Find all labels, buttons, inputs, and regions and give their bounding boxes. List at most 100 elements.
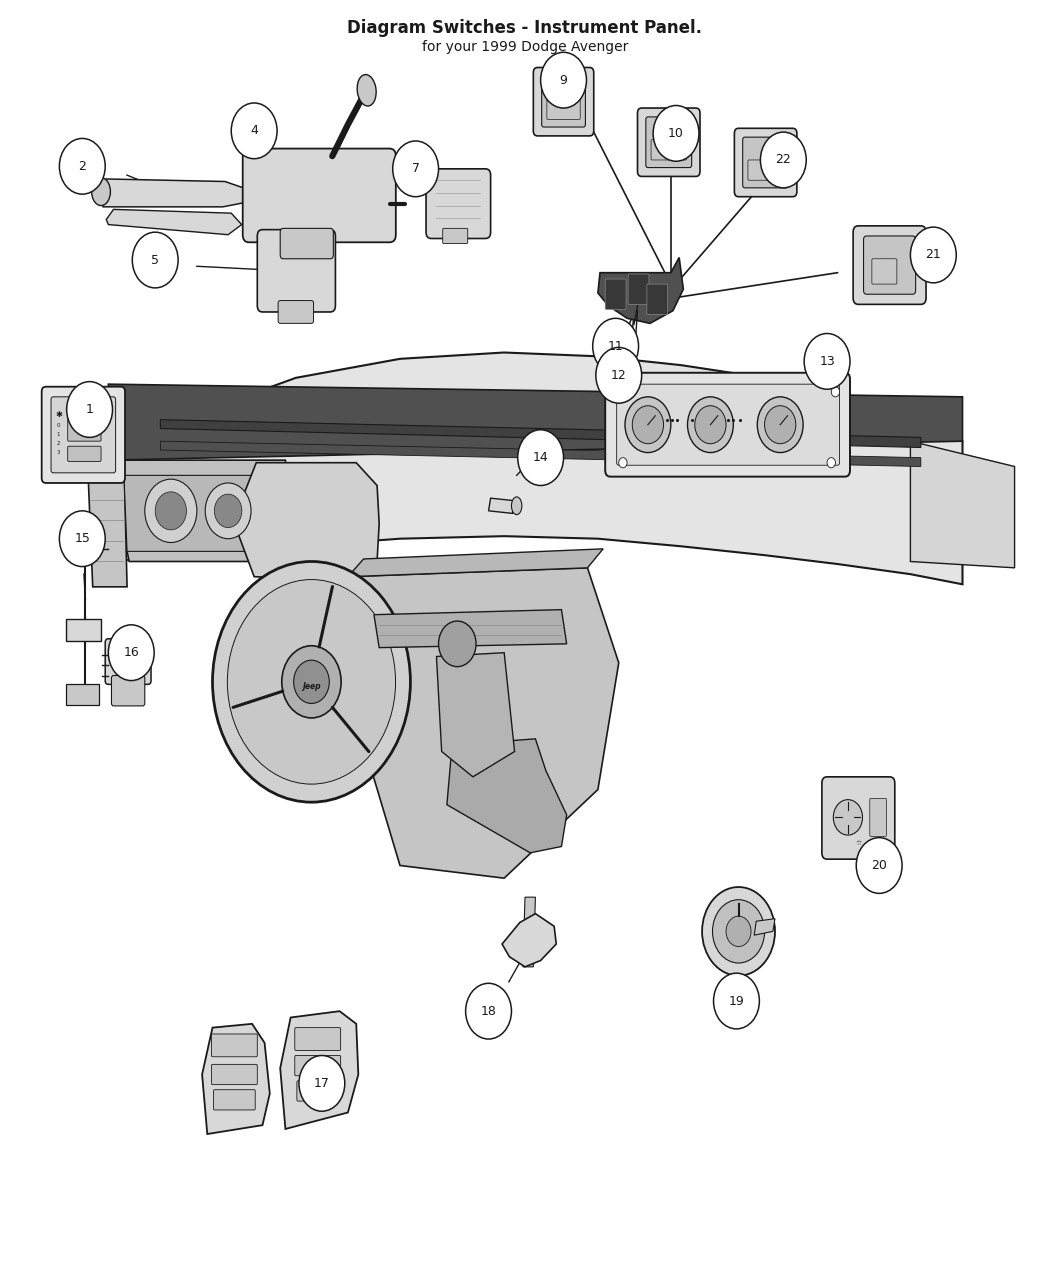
- Circle shape: [214, 495, 242, 528]
- Polygon shape: [502, 914, 556, 966]
- FancyBboxPatch shape: [651, 140, 687, 159]
- Text: ✱: ✱: [56, 411, 63, 419]
- Circle shape: [294, 660, 330, 704]
- Circle shape: [713, 900, 764, 963]
- Circle shape: [688, 397, 733, 453]
- FancyBboxPatch shape: [742, 138, 789, 187]
- Text: Diagram Switches - Instrument Panel.: Diagram Switches - Instrument Panel.: [348, 19, 702, 37]
- FancyBboxPatch shape: [863, 236, 916, 295]
- Text: 16: 16: [123, 646, 139, 659]
- Circle shape: [393, 142, 439, 196]
- Text: 20: 20: [872, 859, 887, 872]
- Text: 15: 15: [75, 532, 90, 546]
- FancyBboxPatch shape: [51, 397, 116, 473]
- Circle shape: [281, 645, 341, 718]
- Text: 13: 13: [819, 354, 835, 368]
- Polygon shape: [597, 258, 684, 324]
- Circle shape: [695, 405, 726, 444]
- Circle shape: [231, 103, 277, 158]
- FancyBboxPatch shape: [637, 108, 700, 176]
- Text: 10: 10: [668, 128, 684, 140]
- FancyBboxPatch shape: [257, 230, 335, 312]
- FancyBboxPatch shape: [42, 386, 125, 483]
- Circle shape: [592, 319, 638, 374]
- Circle shape: [834, 799, 862, 835]
- FancyBboxPatch shape: [280, 228, 333, 259]
- Text: 5: 5: [151, 254, 160, 266]
- Text: Jeep: Jeep: [302, 682, 320, 691]
- Text: 11: 11: [608, 339, 624, 353]
- Circle shape: [653, 106, 699, 161]
- FancyBboxPatch shape: [211, 1065, 257, 1085]
- Circle shape: [827, 458, 836, 468]
- Circle shape: [702, 887, 775, 975]
- Circle shape: [714, 973, 759, 1029]
- Circle shape: [518, 430, 564, 486]
- FancyBboxPatch shape: [65, 618, 101, 641]
- FancyBboxPatch shape: [869, 798, 886, 836]
- Text: for your 1999 Dodge Avenger: for your 1999 Dodge Avenger: [422, 40, 628, 54]
- FancyBboxPatch shape: [734, 129, 797, 196]
- Circle shape: [757, 397, 803, 453]
- Text: 4: 4: [250, 125, 258, 138]
- Text: 3: 3: [57, 450, 60, 455]
- FancyBboxPatch shape: [872, 259, 897, 284]
- Polygon shape: [161, 419, 921, 448]
- Text: 18: 18: [481, 1005, 497, 1017]
- Polygon shape: [87, 460, 127, 586]
- FancyBboxPatch shape: [211, 1034, 257, 1057]
- Polygon shape: [108, 460, 296, 561]
- Ellipse shape: [91, 177, 110, 205]
- Circle shape: [228, 580, 396, 784]
- FancyBboxPatch shape: [822, 776, 895, 859]
- Polygon shape: [233, 463, 379, 580]
- Polygon shape: [280, 1011, 358, 1128]
- Circle shape: [760, 133, 806, 187]
- Polygon shape: [161, 441, 921, 467]
- Polygon shape: [910, 441, 1014, 567]
- Text: 14: 14: [532, 451, 548, 464]
- FancyBboxPatch shape: [605, 279, 626, 310]
- FancyBboxPatch shape: [547, 99, 581, 120]
- FancyBboxPatch shape: [748, 159, 783, 180]
- FancyBboxPatch shape: [443, 228, 467, 244]
- Polygon shape: [124, 476, 280, 551]
- Text: 17: 17: [314, 1077, 330, 1090]
- Text: 1: 1: [57, 432, 60, 437]
- Polygon shape: [100, 179, 254, 207]
- Circle shape: [764, 405, 796, 444]
- Polygon shape: [106, 209, 242, 235]
- Circle shape: [625, 397, 671, 453]
- Circle shape: [595, 347, 642, 403]
- Polygon shape: [447, 738, 567, 853]
- Text: 2: 2: [57, 441, 60, 446]
- FancyBboxPatch shape: [213, 1090, 255, 1111]
- Circle shape: [910, 227, 957, 283]
- FancyBboxPatch shape: [111, 676, 145, 706]
- FancyBboxPatch shape: [295, 1028, 340, 1051]
- FancyBboxPatch shape: [67, 418, 101, 441]
- Polygon shape: [348, 567, 618, 878]
- Polygon shape: [108, 352, 963, 584]
- Polygon shape: [108, 384, 963, 460]
- Polygon shape: [202, 1024, 270, 1133]
- FancyBboxPatch shape: [67, 446, 101, 462]
- Ellipse shape: [511, 497, 522, 515]
- FancyBboxPatch shape: [426, 168, 490, 238]
- Circle shape: [541, 52, 587, 108]
- Circle shape: [832, 386, 840, 397]
- Text: 1: 1: [86, 403, 93, 416]
- Polygon shape: [288, 576, 332, 789]
- FancyBboxPatch shape: [297, 1081, 338, 1102]
- Text: 9: 9: [560, 74, 567, 87]
- Circle shape: [132, 232, 179, 288]
- FancyBboxPatch shape: [542, 76, 586, 128]
- Circle shape: [623, 386, 631, 397]
- Circle shape: [205, 483, 251, 539]
- Text: 22: 22: [776, 153, 792, 167]
- Circle shape: [145, 479, 196, 542]
- Circle shape: [618, 458, 627, 468]
- Text: 12: 12: [611, 368, 627, 381]
- Polygon shape: [754, 919, 775, 935]
- FancyBboxPatch shape: [647, 284, 668, 315]
